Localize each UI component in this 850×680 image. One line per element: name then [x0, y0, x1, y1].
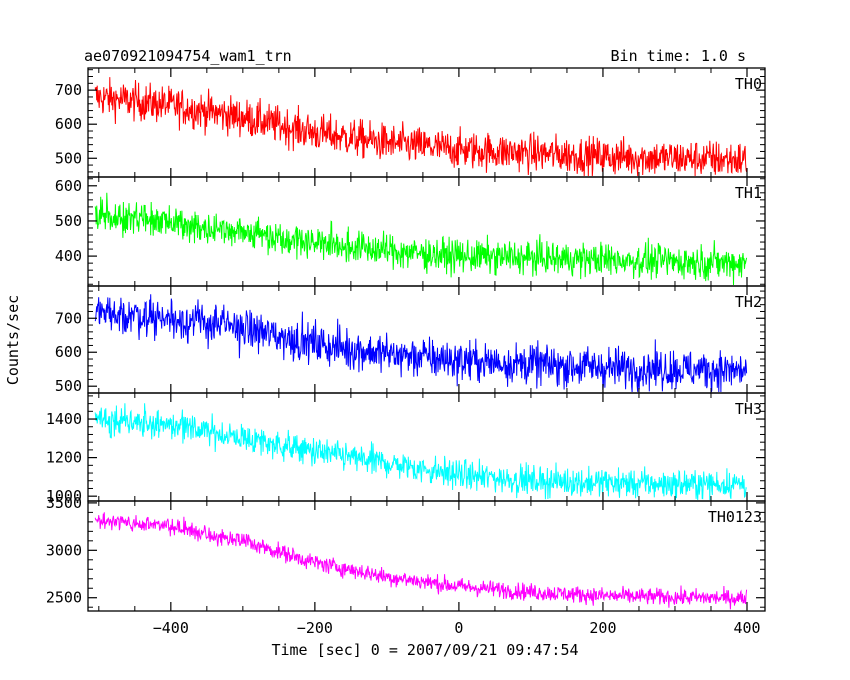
y-tick-label: 500 [55, 212, 82, 230]
y-tick-label: 500 [55, 377, 82, 395]
y-tick-label: 600 [55, 343, 82, 361]
panel-th0: 500 600 700 TH0 [55, 67, 766, 178]
panel-name-label: TH0123 [708, 508, 762, 526]
y-axis-label: Counts/sec [4, 295, 22, 385]
x-axis-label: Time [sec] 0 = 2007/09/21 09:47:54 [271, 641, 578, 659]
y-tick-label: 3500 [46, 494, 82, 512]
y-tick-label: 1000 [46, 487, 82, 505]
series-line-th0 [94, 77, 748, 177]
x-tick-label: 0 [454, 619, 463, 637]
y-tick-label: 1200 [46, 449, 82, 467]
x-tick-label: 200 [589, 619, 616, 637]
chart-title: ae070921094754_wam1_trn [84, 47, 292, 65]
panels-group: 500 600 700 TH0 400 500 600 TH1 500 600 700 TH2 1000… [46, 67, 766, 637]
panel-name-label: TH3 [735, 400, 762, 418]
y-tick-label: 3000 [46, 541, 82, 559]
panel-frame [87, 500, 766, 612]
y-tick-label: 600 [55, 177, 82, 195]
y-tick-label: 1400 [46, 410, 82, 428]
series-line-th0123 [94, 512, 748, 610]
y-tick-label: 700 [55, 309, 82, 327]
y-tick-label: 400 [55, 247, 82, 265]
x-tick-label: −400 [153, 619, 189, 637]
series-line-th1 [94, 192, 748, 286]
x-tick-label: −200 [297, 619, 333, 637]
panel-name-label: TH2 [735, 293, 762, 311]
panel-name-label: TH1 [735, 184, 762, 202]
y-tick-label: 500 [55, 149, 82, 167]
y-tick-label: 600 [55, 115, 82, 133]
panel-th3: 1000 1200 1400 TH3 [46, 392, 766, 505]
panel-th0123: 2500 3000 3500 TH0123 [46, 494, 766, 612]
y-tick-label: 700 [55, 81, 82, 99]
x-tick-label: 400 [733, 619, 760, 637]
y-tick-label: 2500 [46, 589, 82, 607]
bin-time-label: Bin time: 1.0 s [611, 47, 746, 65]
panel-th1: 400 500 600 TH1 [55, 176, 766, 287]
series-line-th3 [94, 403, 747, 501]
panel-name-label: TH0 [735, 75, 762, 93]
series-line-th2 [94, 294, 748, 393]
panel-th2: 500 600 700 TH2 [55, 285, 766, 395]
